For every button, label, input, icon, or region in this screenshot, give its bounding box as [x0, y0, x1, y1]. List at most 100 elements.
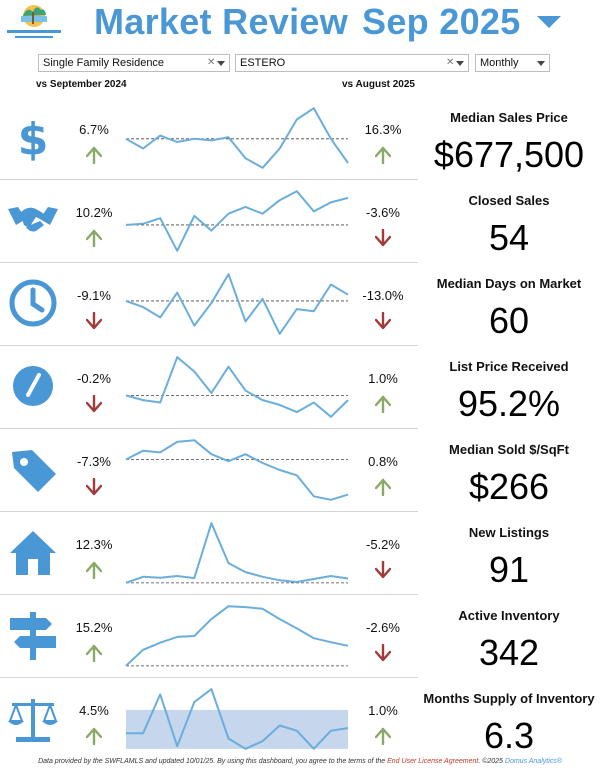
- trend-line: [125, 273, 349, 335]
- footer-text: Data provided by the SWFLAMLS and update…: [38, 758, 388, 765]
- title-dropdown-icon[interactable]: [537, 16, 561, 28]
- yoy-change: 4.5%: [79, 703, 109, 718]
- metric-value: 91: [488, 549, 530, 590]
- arrow-down-icon: [375, 229, 391, 247]
- mom-change: 16.3%: [364, 122, 402, 137]
- arrow-down-icon: [375, 561, 391, 579]
- chevron-down-icon[interactable]: [217, 61, 225, 66]
- mom-change: -3.6%: [366, 205, 400, 220]
- metric-value: $266: [468, 466, 550, 507]
- yoy-change: 6.7%: [79, 122, 109, 137]
- yoy-change: -9.1%: [77, 288, 111, 303]
- mom-change: -13.0%: [362, 288, 404, 303]
- arrow-up-icon: [86, 727, 102, 745]
- yoy-change: -0.2%: [77, 371, 111, 386]
- metric-title: New Listings: [468, 525, 550, 540]
- footer: Data provided by the SWFLAMLS and update…: [0, 758, 600, 765]
- yoy-change: 10.2%: [75, 205, 113, 220]
- clear-icon[interactable]: ✕: [207, 57, 216, 68]
- metric-row: -9.1% -13.0% Median Days on Market 60: [0, 262, 600, 345]
- metric-value: 54: [488, 217, 530, 258]
- metric-title: Closed Sales: [468, 193, 550, 208]
- metric-value: $677,500: [433, 134, 585, 175]
- metric-value: 95.2%: [457, 383, 561, 424]
- chevron-down-icon[interactable]: [537, 61, 545, 66]
- mom-change: 1.0%: [368, 371, 398, 386]
- signpost-icon: [6, 608, 60, 662]
- footer-copyright: . ©2025: [478, 758, 505, 765]
- arrow-up-icon: [375, 395, 391, 413]
- mom-change: 0.8%: [368, 454, 398, 469]
- row-divider: [0, 179, 418, 180]
- arrow-up-icon: [86, 644, 102, 662]
- period-value: Monthly: [480, 57, 519, 69]
- title-text: Market Review: [94, 1, 349, 42]
- metric-title: List Price Received: [449, 359, 569, 374]
- arrow-up-icon: [375, 478, 391, 496]
- arrow-down-icon: [86, 478, 102, 496]
- metrics-list: $6.7% 16.3% Median Sales Price $677,500 10.2…: [0, 96, 600, 760]
- area-value: ESTERO: [240, 57, 286, 69]
- row-divider: [0, 511, 418, 512]
- column-label-yoy: vs September 2024: [36, 79, 127, 90]
- row-divider: [0, 262, 418, 263]
- svg-text:$: $: [18, 114, 49, 164]
- chevron-down-icon[interactable]: [456, 61, 464, 66]
- metric-title: Median Days on Market: [436, 276, 582, 291]
- trend-sparkline: [124, 596, 350, 676]
- metric-row: -0.2% 1.0% List Price Received 95.2%: [0, 345, 600, 428]
- footer-brand[interactable]: Domus Analytics®: [504, 758, 562, 765]
- trend-sparkline: [124, 264, 350, 344]
- trend-line: [125, 356, 349, 418]
- price-tag-icon: [6, 442, 60, 496]
- header: Market Review Sep 2025: [0, 0, 600, 50]
- page-title: Market Review Sep 2025: [94, 1, 521, 43]
- arrow-up-icon: [375, 727, 391, 745]
- metric-row: 4.5% 1.0% Months Supply of Inventory 6.3: [0, 677, 600, 760]
- arrow-down-icon: [375, 312, 391, 330]
- row-divider: [0, 594, 418, 595]
- clear-icon[interactable]: ✕: [446, 57, 455, 68]
- metric-value: 342: [478, 632, 540, 673]
- metric-row: 15.2% -2.6% Active Inventory 342: [0, 594, 600, 677]
- balanced-market-band: [126, 709, 348, 749]
- mom-change: -5.2%: [366, 537, 400, 552]
- house-icon: [6, 525, 60, 579]
- metric-row: 12.3% -5.2% New Listings 91: [0, 511, 600, 594]
- dollar-icon: $: [6, 110, 60, 164]
- metric-row: -7.3% 0.8% Median Sold $/SqFt $266: [0, 428, 600, 511]
- mom-change: 1.0%: [368, 703, 398, 718]
- row-divider: [0, 345, 418, 346]
- period-select[interactable]: Monthly: [475, 54, 550, 72]
- trend-sparkline: [124, 679, 350, 759]
- area-select[interactable]: ESTERO ✕: [235, 54, 469, 72]
- metric-row: $6.7% 16.3% Median Sales Price $677,500: [0, 96, 600, 179]
- yoy-change: 15.2%: [75, 620, 113, 635]
- arrow-up-icon: [86, 146, 102, 164]
- license-link[interactable]: End User License Agreement: [387, 758, 479, 765]
- row-divider: [0, 428, 418, 429]
- trend-sparkline: [124, 430, 350, 510]
- arrow-down-icon: [375, 644, 391, 662]
- trend-sparkline: [124, 513, 350, 593]
- metric-title: Median Sales Price: [450, 110, 568, 125]
- metric-value: 60: [488, 300, 530, 341]
- metric-row: 10.2% -3.6% Closed Sales 54: [0, 179, 600, 262]
- metric-title: Median Sold $/SqFt: [449, 442, 569, 457]
- arrow-up-icon: [375, 146, 391, 164]
- scale-icon: [6, 691, 60, 745]
- handshake-icon: [6, 193, 60, 247]
- trend-line: [125, 439, 349, 501]
- column-label-mom: vs August 2025: [342, 79, 415, 90]
- trend-sparkline: [124, 181, 350, 261]
- property-type-select[interactable]: Single Family Residence ✕: [38, 54, 230, 72]
- trend-line: [126, 688, 349, 750]
- mom-change: -2.6%: [366, 620, 400, 635]
- arrow-down-icon: [86, 395, 102, 413]
- trend-sparkline: [124, 347, 350, 427]
- trend-line: [125, 522, 349, 584]
- metric-title: Months Supply of Inventory: [423, 691, 595, 706]
- row-divider: [0, 677, 418, 678]
- trend-sparkline: [124, 98, 350, 178]
- yoy-change: -7.3%: [77, 454, 111, 469]
